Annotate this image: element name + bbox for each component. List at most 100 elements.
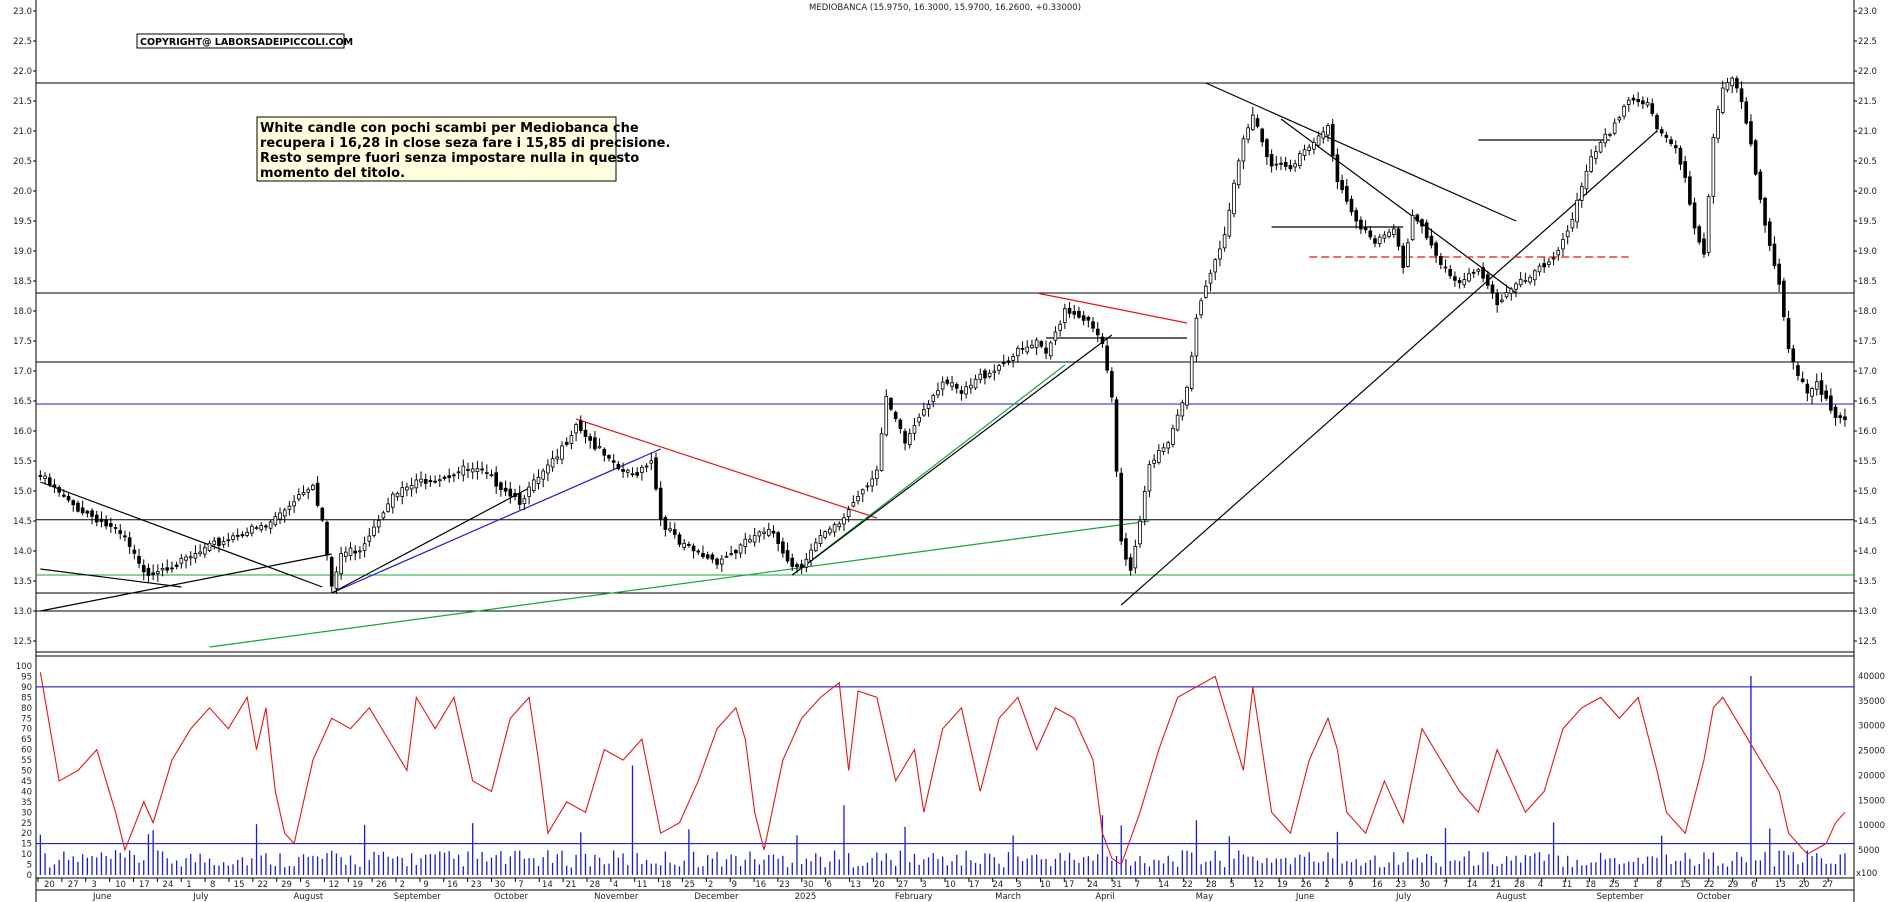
candle-body-224	[1091, 321, 1095, 329]
price-tick-right-6: 15.5	[1858, 457, 1877, 467]
candle-body-320	[1542, 263, 1546, 268]
candle-77	[400, 481, 405, 505]
candle-85	[437, 474, 442, 488]
candle-body-225	[1095, 328, 1100, 336]
candle-body-205	[1001, 362, 1006, 365]
osc-tick-9: 45	[21, 777, 32, 787]
candle-134	[668, 521, 672, 533]
candle-164	[809, 543, 813, 567]
trendline-5	[575, 418, 878, 519]
price-tick-left-19: 22.0	[13, 67, 32, 77]
day-label-74: 20	[1799, 880, 1810, 890]
day-label-45: 31	[1111, 880, 1122, 890]
candle-48	[264, 523, 268, 531]
candle-317	[1528, 274, 1532, 285]
candle-380	[1824, 384, 1828, 401]
price-tick-right-12: 18.5	[1858, 277, 1877, 287]
candle-body-357	[1716, 109, 1720, 139]
oscillator-path	[39, 672, 1846, 866]
osc-tick-18: 90	[21, 683, 32, 693]
candle-body-93	[475, 468, 480, 473]
candle-84	[433, 475, 437, 484]
candle-body-154	[762, 531, 766, 534]
candle-body-12	[94, 514, 99, 523]
candle-body-123	[616, 463, 621, 470]
price-tick-left-16: 20.5	[13, 157, 32, 167]
day-label-32: 30	[803, 880, 814, 890]
candle-356	[1711, 133, 1716, 204]
osc-tick-12: 60	[21, 746, 32, 756]
price-tick-left-14: 19.5	[13, 217, 32, 227]
candle-175	[860, 488, 865, 503]
candle-body-250	[1213, 259, 1218, 273]
candle-body-71	[372, 526, 376, 536]
candle-body-312	[1504, 292, 1509, 298]
candle-139	[691, 543, 696, 559]
osc-tick-15: 75	[21, 714, 32, 724]
osc-tick-17: 85	[21, 693, 32, 703]
candle-161	[795, 562, 799, 574]
candle-body-362	[1739, 88, 1744, 103]
price-tick-left-11: 18.0	[13, 307, 32, 317]
candle-338	[1626, 96, 1631, 112]
candle-body-6	[66, 495, 71, 501]
candle-26	[160, 563, 165, 577]
candle-33	[193, 545, 198, 564]
candle-body-158	[781, 541, 785, 554]
candle-body-298	[1438, 256, 1443, 265]
candle-65	[344, 546, 348, 563]
candle-body-104	[527, 486, 531, 497]
candle-body-314	[1514, 283, 1518, 290]
trendline-7	[791, 334, 1113, 576]
month-label-2: August	[293, 892, 323, 902]
candle-323	[1556, 247, 1561, 261]
price-tick-right-4: 14.5	[1858, 517, 1877, 527]
candle-body-209	[1020, 347, 1025, 350]
candle-273	[1321, 126, 1326, 144]
candle-333	[1603, 128, 1608, 148]
candle-body-43	[240, 534, 245, 537]
candle-80	[414, 473, 419, 494]
candle-body-361	[1735, 78, 1739, 89]
candle-body-233	[1133, 545, 1138, 569]
candle-12	[94, 510, 99, 527]
candle-body-216	[1053, 331, 1058, 341]
candle-337	[1622, 104, 1626, 120]
candle-195	[954, 382, 959, 394]
candle-body-130	[649, 460, 654, 464]
candle-303	[1462, 272, 1467, 288]
trendline-1	[40, 553, 332, 612]
candle-body-31	[184, 556, 188, 561]
day-label-23: 28	[589, 880, 600, 890]
trendline-11	[1205, 82, 1517, 222]
price-tick-right-9: 17.0	[1858, 367, 1877, 377]
candle-57	[306, 487, 311, 500]
candle-287	[1387, 228, 1391, 239]
day-label-49: 28	[1206, 880, 1217, 890]
candle-44	[245, 527, 249, 538]
candle-301	[1453, 271, 1457, 288]
candle-318	[1532, 269, 1537, 286]
price-tick-left-17: 21.0	[13, 127, 32, 137]
candle-body-10	[85, 510, 90, 514]
candle-22	[141, 559, 146, 581]
candle-body-48	[264, 525, 268, 528]
candle-384	[1843, 408, 1847, 427]
candle-body-241	[1171, 427, 1175, 445]
candle-201	[983, 368, 987, 385]
candle-body-181	[889, 397, 893, 410]
price-tick-left-1: 13.0	[13, 607, 32, 617]
day-label-2: 3	[91, 880, 96, 890]
candle-63	[334, 566, 339, 594]
candle-body-96	[489, 474, 494, 476]
candlestick-series	[38, 75, 1847, 594]
candle-37	[212, 536, 217, 550]
support-resistance-lines	[36, 82, 1854, 612]
candle-body-339	[1631, 97, 1636, 101]
candle-340	[1636, 92, 1640, 107]
candle-330	[1589, 149, 1593, 173]
candle-body-62	[329, 557, 334, 587]
candle-body-231	[1124, 538, 1128, 560]
candle-body-246	[1194, 317, 1199, 357]
candle-body-197	[964, 386, 968, 395]
